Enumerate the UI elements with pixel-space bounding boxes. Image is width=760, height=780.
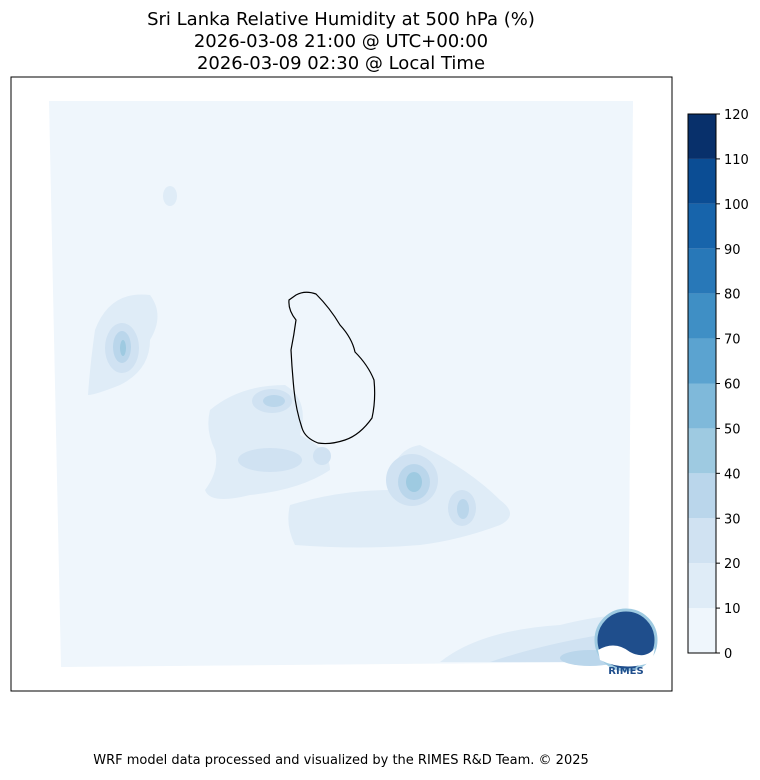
colorbar-tick-label: 70: [724, 333, 741, 348]
colorbar-tick-label: 100: [724, 198, 749, 213]
colorbar-band: [688, 158, 716, 204]
colorbar-band: [688, 203, 716, 249]
field-level: [163, 186, 177, 206]
colorbar-tick-label: 10: [724, 602, 741, 617]
colorbar-tick-label: 120: [724, 108, 749, 123]
footer: WRF model data processed and visualized …: [93, 753, 589, 768]
colorbar-tick-label: 60: [724, 378, 741, 393]
colorbar-tick-label: 110: [724, 153, 749, 168]
colorbar-tick-label: 90: [724, 243, 741, 258]
colorbar-tick-label: 40: [724, 467, 741, 482]
coastline: [288, 291, 376, 445]
colorbar: 0 10 20 30 40 50 60 70 80 90 100 110 120: [688, 108, 749, 662]
colorbar-band: [688, 428, 716, 474]
logo-wave: [598, 645, 655, 667]
logo-text: RIMES: [608, 666, 643, 677]
colorbar-tick-label: 0: [724, 647, 732, 662]
colorbar-tick-label: 80: [724, 288, 741, 303]
colorbar-band: [688, 608, 716, 653]
field-level: [205, 385, 330, 499]
title-line: Sri Lanka Relative Humidity at 500 hPa (…: [147, 9, 535, 30]
field-level: [263, 395, 285, 407]
field-level: [313, 447, 331, 465]
colorbar-band: [688, 383, 716, 429]
colorbar-frame: [687, 113, 717, 654]
colorbar-tick-label: 20: [724, 557, 741, 572]
colorbar-band: [688, 473, 716, 519]
field-level: [120, 340, 126, 356]
colorbar-tick-label: 50: [724, 422, 741, 437]
title-line: 2026-03-08 21:00 @ UTC+00:00: [194, 31, 488, 52]
colorbar-band: [688, 563, 716, 609]
field-level: [406, 472, 422, 492]
colorbar-band: [688, 518, 716, 564]
field-level: [457, 499, 469, 519]
colorbar-tick-label: 30: [724, 512, 741, 527]
title-line: 2026-03-09 02:30 @ Local Time: [197, 53, 485, 74]
colorbar-band: [688, 338, 716, 384]
humidity-field: [49, 101, 633, 667]
colorbar-band: [688, 114, 716, 159]
field-level: [49, 101, 633, 667]
field-level: [238, 448, 302, 472]
colorbar-band: [688, 248, 716, 294]
logo: RIMES: [594, 608, 658, 677]
colorbar-band: [688, 293, 716, 339]
